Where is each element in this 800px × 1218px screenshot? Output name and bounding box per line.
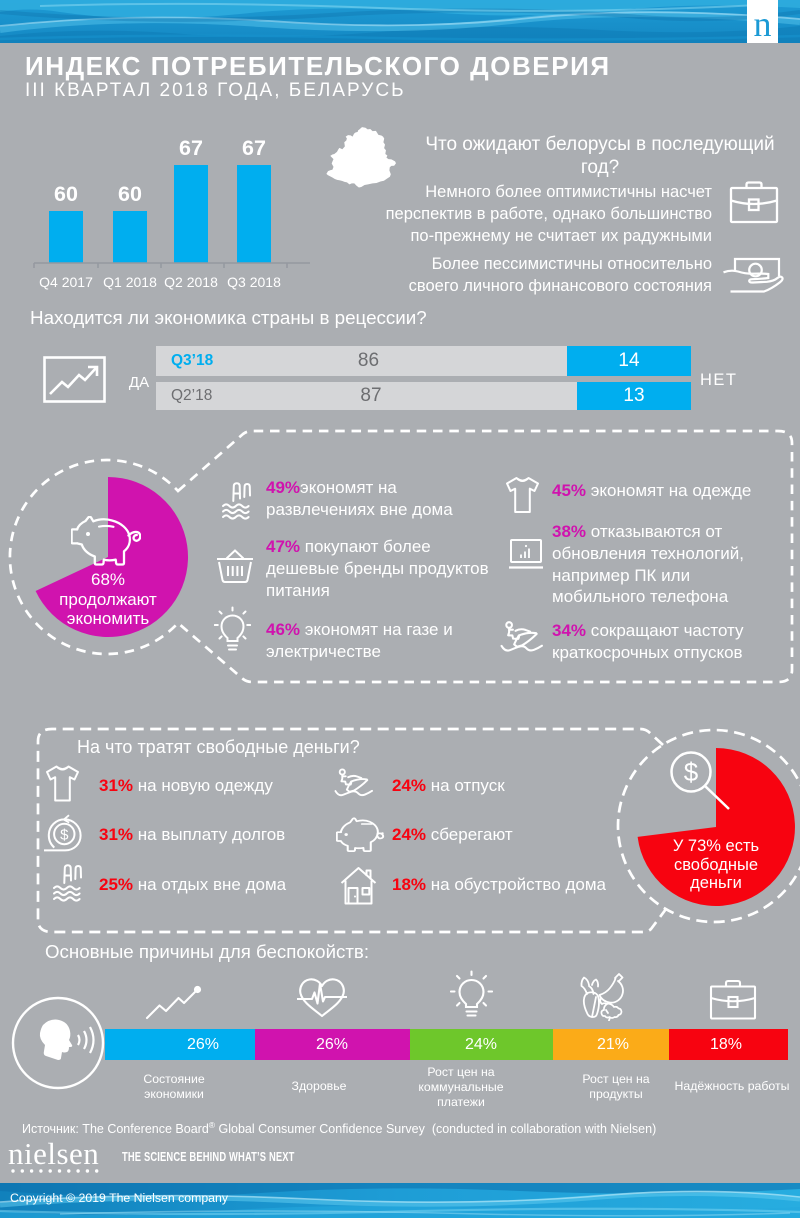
svg-text:$: $ — [60, 827, 69, 844]
svg-text:$: $ — [684, 757, 699, 787]
